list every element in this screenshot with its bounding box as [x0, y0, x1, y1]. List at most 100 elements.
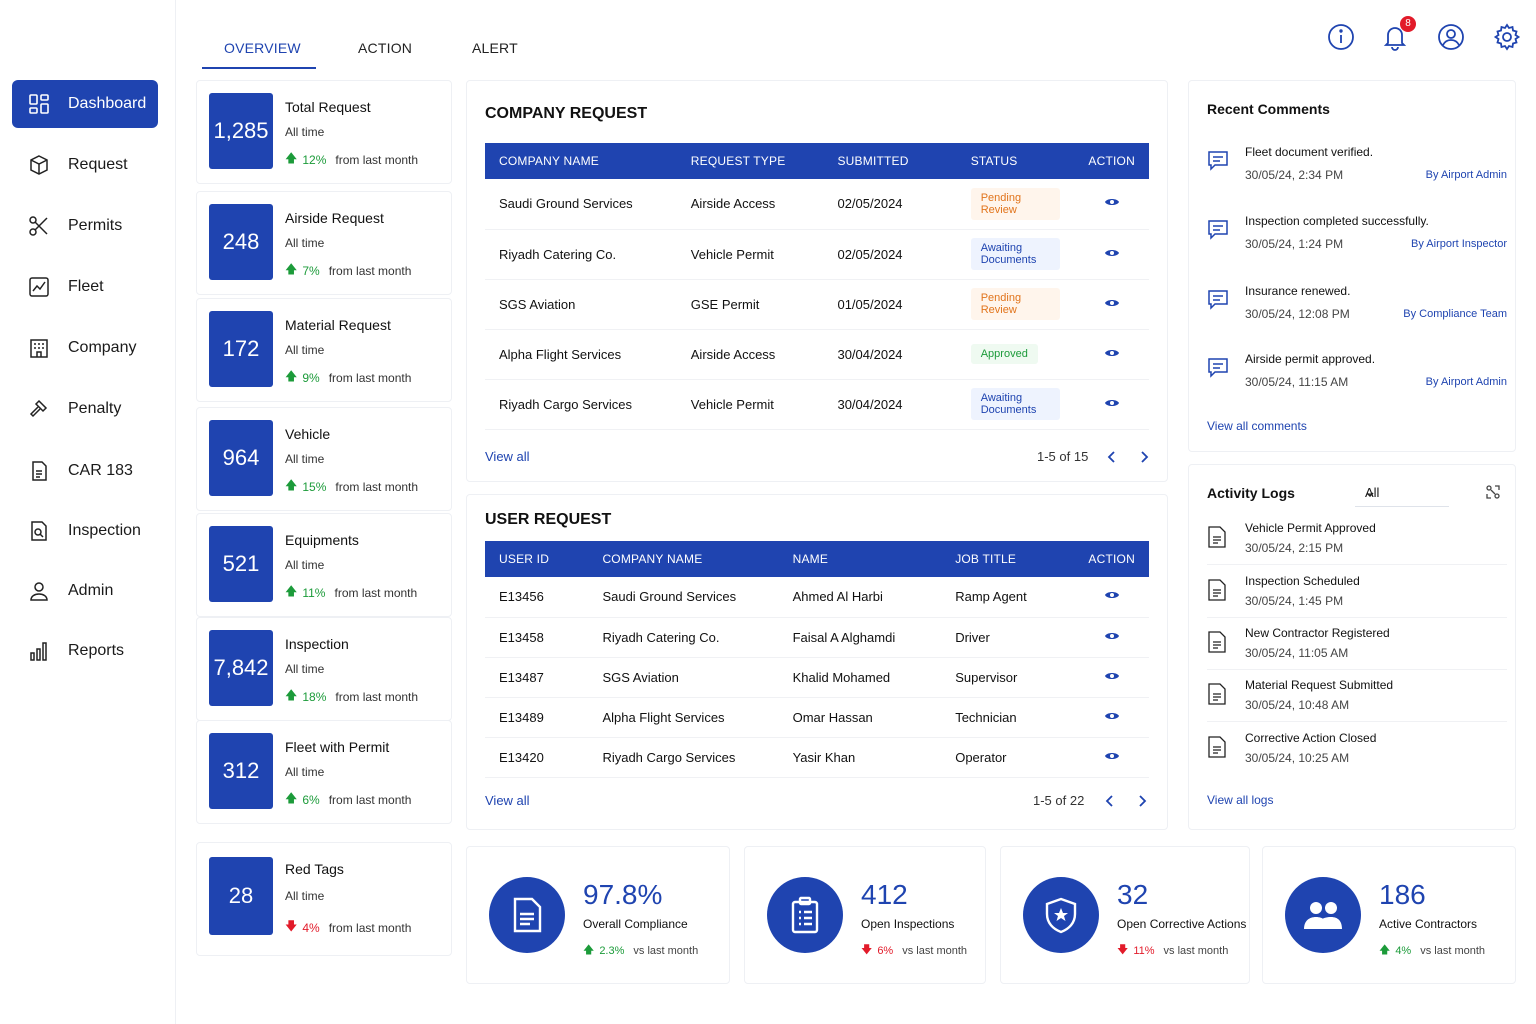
chevron-right-icon[interactable]: [1135, 794, 1149, 808]
nav-car183[interactable]: CAR 183: [12, 447, 158, 495]
comment-author[interactable]: By Airport Admin: [1425, 169, 1507, 181]
cell-action: [1074, 737, 1149, 778]
col-company-name: COMPANY NAME: [602, 552, 703, 566]
view-eye-icon[interactable]: [1104, 589, 1120, 601]
comment-time: 30/05/24, 12:08 PM: [1245, 307, 1350, 321]
table-row: E13420 Riyadh Cargo Services Yasir Khan …: [485, 737, 1149, 778]
cell-user-id[interactable]: E13487: [485, 657, 589, 698]
nav-penalty[interactable]: Penalty: [12, 385, 158, 433]
nav-inspection[interactable]: Inspection: [12, 507, 158, 555]
comment-icon: [1207, 149, 1229, 171]
cell-company: Saudi Ground Services: [588, 577, 779, 618]
cell-user-id[interactable]: E13456: [485, 577, 589, 618]
nav-permits[interactable]: Permits: [12, 202, 158, 250]
recent-comments-title: Recent Comments: [1207, 101, 1330, 117]
cell-company: SGS Aviation: [485, 279, 677, 330]
cell-company: Riyadh Cargo Services: [588, 737, 779, 778]
kpi-pct: 6%: [877, 944, 894, 957]
arrow-up-icon: 🡅: [583, 944, 595, 956]
user-request-pagination: 1-5 of 22: [1033, 793, 1085, 808]
comment-author[interactable]: By Airport Admin: [1425, 376, 1507, 388]
top-icon-bar: 8: [1326, 16, 1526, 56]
user-request-view-all[interactable]: View all: [485, 793, 530, 808]
stat-note: from last month: [328, 920, 412, 935]
activity-filter-value: All: [1365, 485, 1380, 500]
view-eye-icon[interactable]: [1104, 710, 1120, 722]
stat-card-total-request[interactable]: 1,285 Total Request All time 🡅 12% from la…: [196, 80, 452, 184]
stat-card-vehicle[interactable]: 964 Vehicle All time 🡅 15% from last month: [196, 407, 452, 511]
nav-company[interactable]: Company: [12, 324, 158, 372]
stat-card-airside-request[interactable]: 248 Airside Request All time 🡅 7% from las…: [196, 191, 452, 295]
view-all-comments-link[interactable]: View all comments: [1207, 419, 1307, 433]
kpi-active-contractors: 186 Active Contractors 🡅 4% vs last month: [1262, 846, 1516, 984]
document-icon: [489, 877, 565, 953]
cell-company: Alpha Flight Services: [485, 329, 677, 380]
comment-time: 30/05/24, 11:15 AM: [1245, 375, 1349, 389]
view-eye-icon[interactable]: [1104, 297, 1120, 309]
chevron-left-icon[interactable]: [1103, 794, 1117, 808]
stat-value: 172: [209, 311, 273, 387]
comment-author[interactable]: By Compliance Team: [1403, 308, 1507, 320]
arrow-up-icon: 🡅: [285, 369, 298, 383]
cell-job: Technician: [941, 697, 1075, 738]
recent-comments-panel: Recent Comments Fleet document verified.…: [1188, 80, 1516, 452]
view-eye-icon[interactable]: [1104, 397, 1120, 409]
comment-author[interactable]: By Airport Inspector: [1411, 238, 1507, 250]
cell-company: Riyadh Catering Co.: [485, 229, 677, 280]
cell-status: Awaiting Documents: [956, 229, 1075, 280]
col-request-type: REQUEST TYPE: [690, 154, 786, 168]
nav-label: Request: [68, 156, 128, 173]
chevron-left-icon[interactable]: [1105, 450, 1119, 464]
cell-user-id[interactable]: E13458: [485, 617, 589, 658]
col-submitted: SUBMITTED: [837, 154, 909, 168]
stat-sub: All time: [285, 662, 325, 676]
expand-icon[interactable]: [1485, 484, 1501, 500]
scissors-icon: [26, 213, 52, 239]
table-row: E13458 Riyadh Catering Co. Faisal A Algh…: [485, 617, 1149, 658]
profile-icon[interactable]: [1436, 22, 1468, 54]
stat-card-inspection[interactable]: 7,842 Inspection All time 🡅 18% from last …: [196, 617, 452, 721]
stat-card-material-request[interactable]: 172 Material Request All time 🡅 9% from la…: [196, 298, 452, 402]
nav-label: Company: [68, 339, 137, 356]
stat-trend: 🡅 6% from last month: [285, 789, 411, 810]
view-all-logs-link[interactable]: View all logs: [1207, 793, 1274, 807]
file-icon: [1207, 578, 1227, 602]
nav-request[interactable]: Request: [12, 141, 158, 189]
arrow-up-icon: 🡅: [285, 478, 298, 492]
nav-fleet[interactable]: Fleet: [12, 263, 158, 311]
settings-gear-icon[interactable]: [1492, 22, 1524, 54]
bar-chart-icon: [26, 638, 52, 664]
view-eye-icon[interactable]: [1104, 247, 1120, 259]
kpi-note: vs last month: [633, 944, 699, 957]
view-eye-icon[interactable]: [1104, 750, 1120, 762]
cell-user-id[interactable]: E13489: [485, 697, 589, 738]
nav-reports[interactable]: Reports: [12, 627, 158, 675]
view-eye-icon[interactable]: [1104, 347, 1120, 359]
nav-admin[interactable]: Admin: [12, 567, 158, 615]
company-request-pagination: 1-5 of 15: [1037, 449, 1089, 464]
tab-alert[interactable]: ALERT: [472, 40, 518, 56]
chevron-right-icon[interactable]: [1137, 450, 1151, 464]
stat-card-red-tags[interactable]: 28 Red Tags All time 🡇 4% from last month: [196, 842, 452, 956]
tab-overview[interactable]: OVERVIEW: [224, 40, 301, 56]
activity-item: Vehicle Permit Approved 30/05/24, 2:15 P…: [1207, 521, 1507, 565]
view-eye-icon[interactable]: [1104, 630, 1120, 642]
company-request-view-all[interactable]: View all: [485, 449, 530, 464]
stat-card-equipments[interactable]: 521 Equipments All time 🡅 11% from last mo…: [196, 513, 452, 617]
stat-card-fleet-with-permit[interactable]: 312 Fleet with Permit All time 🡅 6% from l…: [196, 720, 452, 824]
view-eye-icon[interactable]: [1104, 196, 1120, 208]
info-icon[interactable]: [1326, 22, 1358, 54]
cell-user-id[interactable]: E13420: [485, 737, 589, 778]
tab-action[interactable]: ACTION: [358, 40, 413, 56]
view-eye-icon[interactable]: [1104, 670, 1120, 682]
nav-label: Inspection: [68, 522, 141, 539]
activity-filter-select[interactable]: All: [1355, 479, 1449, 507]
cell-job: Driver: [941, 617, 1075, 658]
inspect-icon: [26, 518, 52, 544]
nav-dashboard[interactable]: Dashboard: [12, 80, 158, 128]
building-icon: [26, 335, 52, 361]
cell-type: GSE Permit: [676, 279, 824, 330]
stat-title: Airside Request: [285, 210, 384, 226]
cell-company: Riyadh Cargo Services: [485, 379, 677, 430]
notification-bell-icon[interactable]: 8: [1380, 16, 1416, 54]
